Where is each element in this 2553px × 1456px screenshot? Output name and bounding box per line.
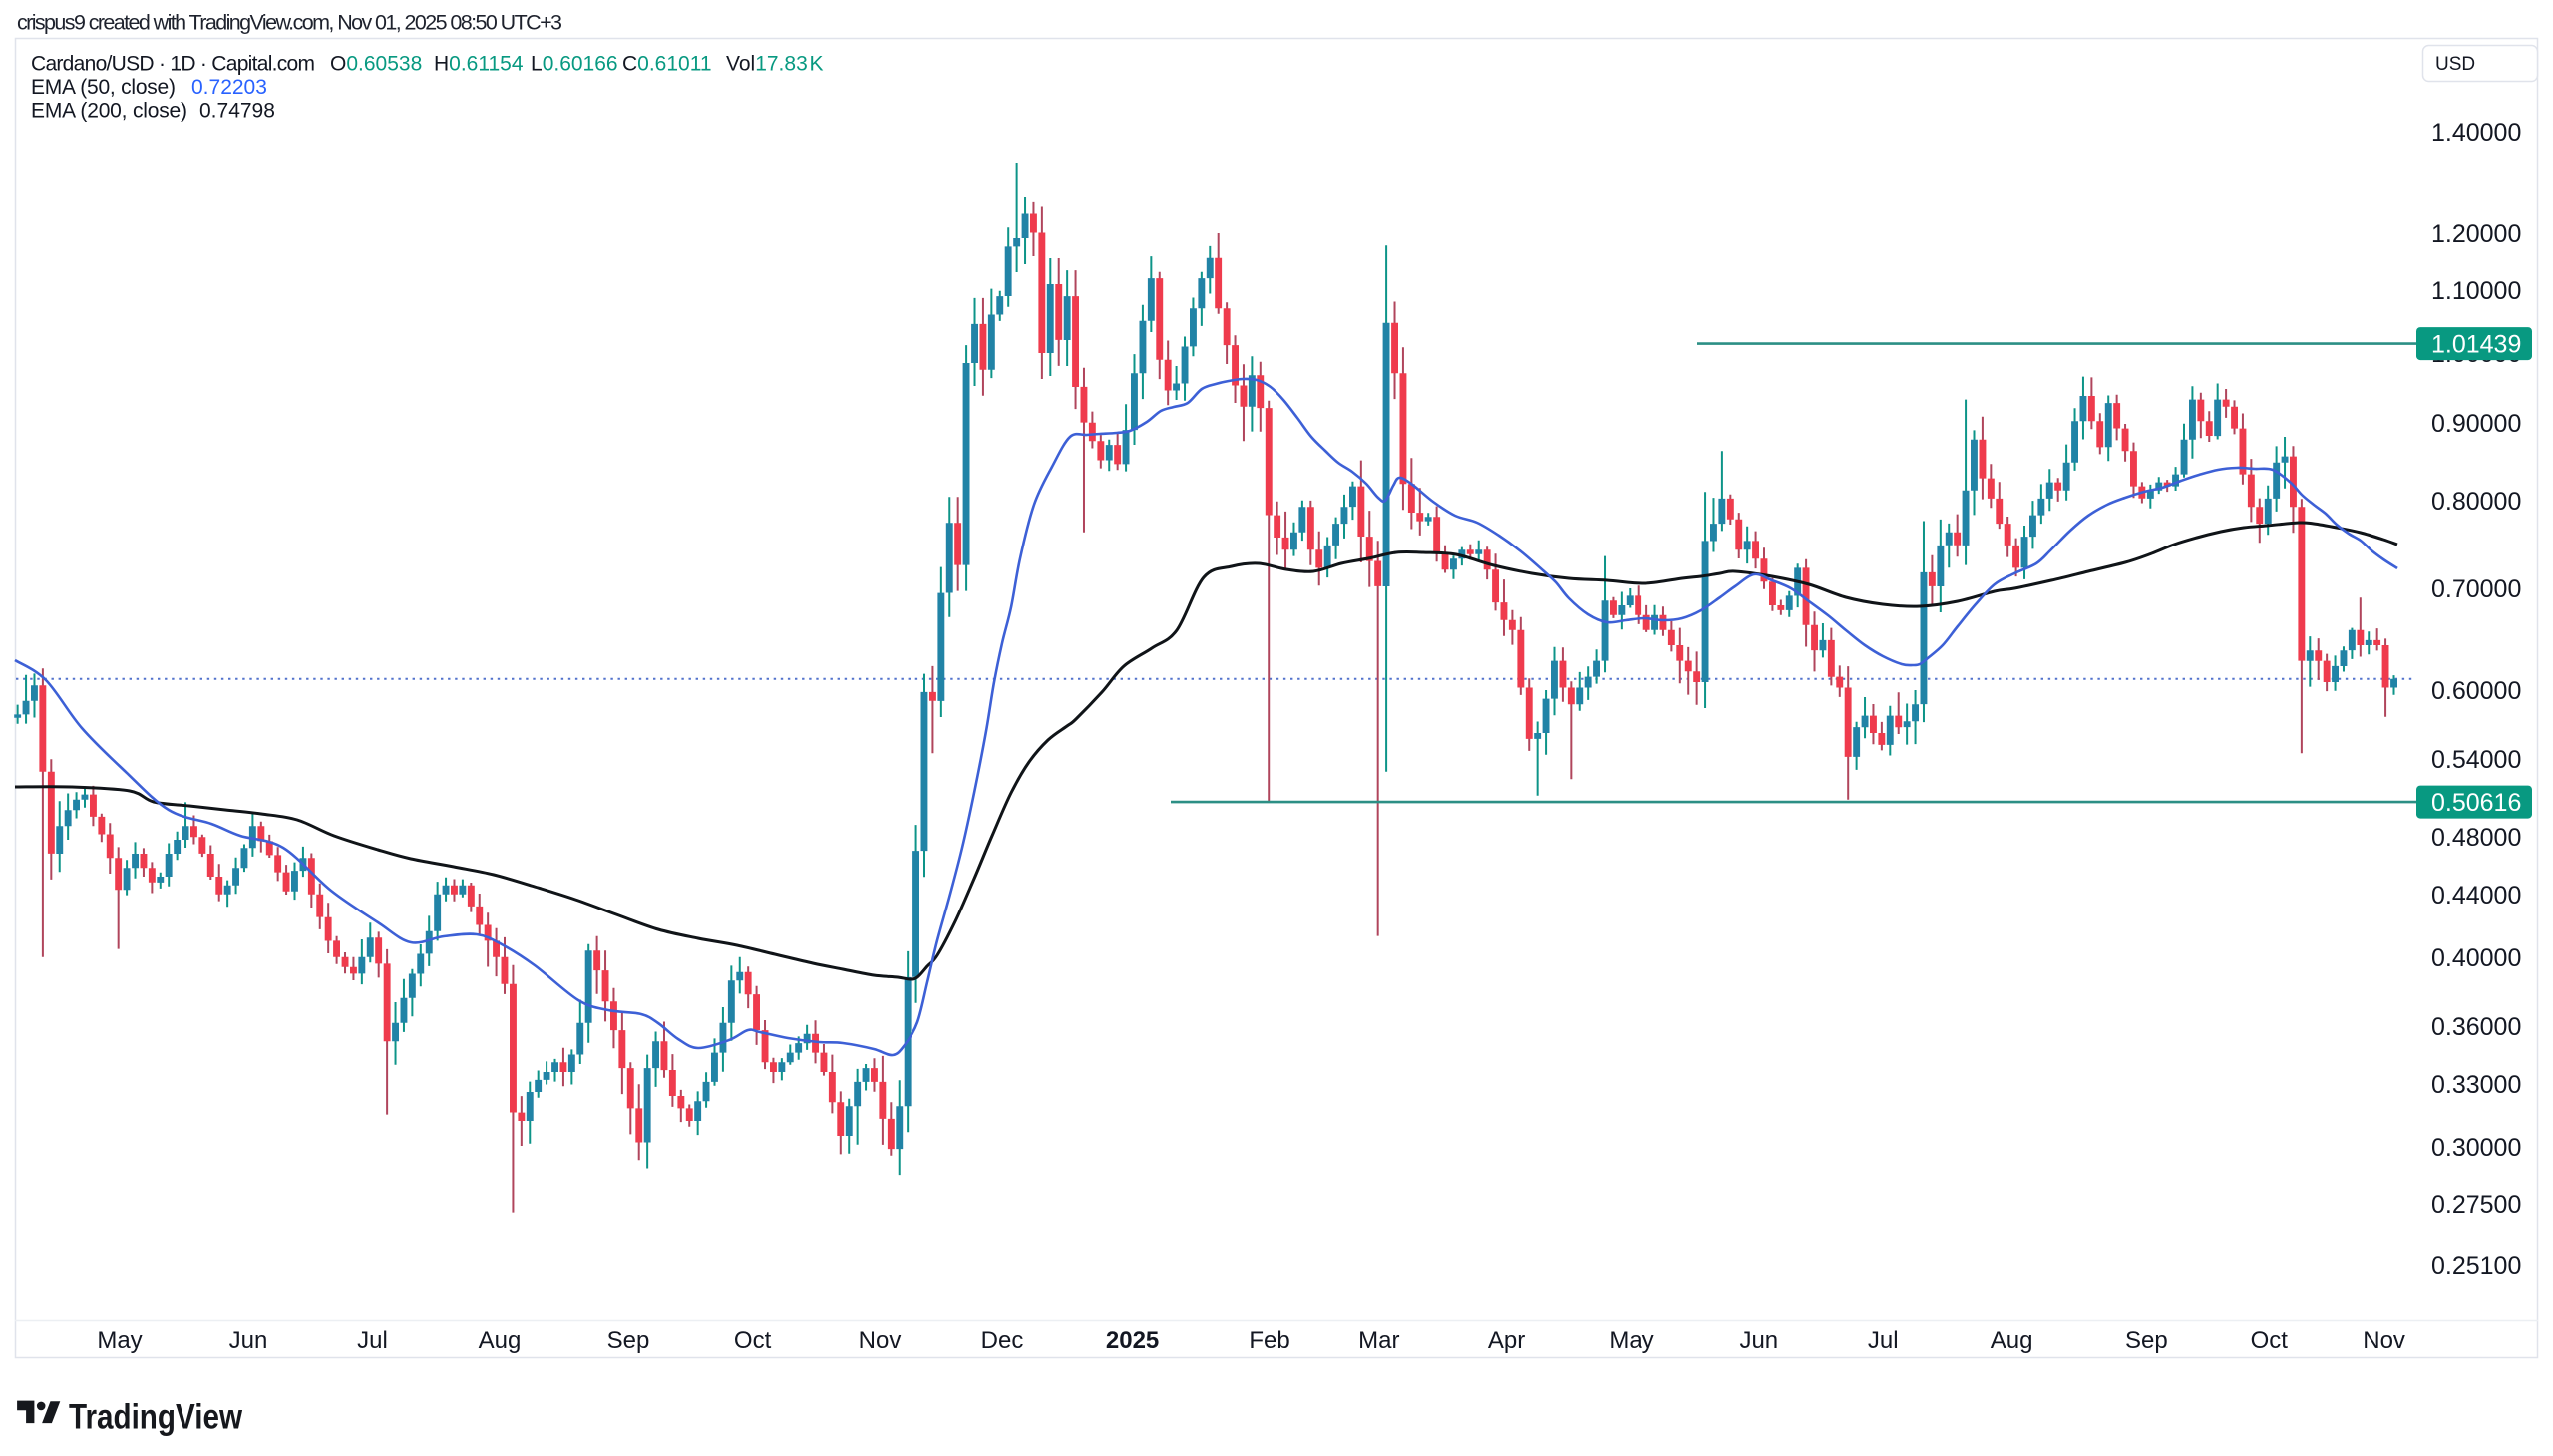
svg-text:Jun: Jun xyxy=(229,1327,268,1354)
svg-text:Jun: Jun xyxy=(1739,1327,1778,1354)
svg-text:Aug: Aug xyxy=(1991,1327,2033,1354)
svg-text:0.70000: 0.70000 xyxy=(2431,575,2521,603)
svg-text:Sep: Sep xyxy=(2125,1327,2168,1354)
svg-text:1.01439: 1.01439 xyxy=(2431,331,2521,359)
svg-text:0.44000: 0.44000 xyxy=(2431,882,2521,910)
svg-text:0.90000: 0.90000 xyxy=(2431,410,2521,438)
svg-text:Sep: Sep xyxy=(607,1327,650,1354)
svg-text:Feb: Feb xyxy=(1249,1327,1289,1354)
svg-text:1.10000: 1.10000 xyxy=(2431,277,2521,305)
svg-text:C0.61011: C0.61011 xyxy=(622,53,712,76)
svg-text:Aug: Aug xyxy=(479,1327,522,1354)
svg-text:Apr: Apr xyxy=(1488,1327,1525,1354)
svg-text:0.30000: 0.30000 xyxy=(2431,1134,2521,1162)
svg-text:1.20000: 1.20000 xyxy=(2431,220,2521,248)
svg-text:2025: 2025 xyxy=(1106,1327,1159,1354)
svg-text:Nov: Nov xyxy=(859,1327,902,1354)
svg-text:Jul: Jul xyxy=(357,1327,388,1354)
svg-text:0.40000: 0.40000 xyxy=(2431,944,2521,972)
svg-text:EMA (200, close): EMA (200, close) xyxy=(31,100,187,123)
svg-text:Oct: Oct xyxy=(734,1327,772,1354)
svg-text:Jul: Jul xyxy=(1868,1327,1899,1354)
svg-text:1.40000: 1.40000 xyxy=(2431,119,2521,147)
svg-text:Vol17.83 K: Vol17.83 K xyxy=(726,53,824,76)
svg-text:H0.61154: H0.61154 xyxy=(434,53,524,76)
svg-text:0.72203: 0.72203 xyxy=(191,76,267,99)
svg-text:May: May xyxy=(1609,1327,1653,1354)
svg-text:0.74798: 0.74798 xyxy=(199,100,275,123)
svg-text:L0.60166: L0.60166 xyxy=(531,53,618,76)
svg-text:Oct: Oct xyxy=(2251,1327,2289,1354)
svg-text:USD: USD xyxy=(2435,54,2475,75)
svg-text:0.33000: 0.33000 xyxy=(2431,1071,2521,1099)
svg-text:Cardano/USD · 1D · Capital.com: Cardano/USD · 1D · Capital.com xyxy=(31,53,315,76)
svg-text:0.60000: 0.60000 xyxy=(2431,677,2521,705)
svg-text:Nov: Nov xyxy=(2363,1327,2405,1354)
svg-text:crispus9 created with TradingV: crispus9 created with TradingView.com, N… xyxy=(17,11,562,35)
svg-text:O0.60538: O0.60538 xyxy=(330,53,422,76)
svg-text:0.36000: 0.36000 xyxy=(2431,1013,2521,1041)
svg-text:EMA (50, close): EMA (50, close) xyxy=(31,76,176,99)
svg-text:0.80000: 0.80000 xyxy=(2431,488,2521,516)
svg-text:Dec: Dec xyxy=(981,1327,1024,1354)
svg-text:Mar: Mar xyxy=(1358,1327,1399,1354)
svg-text:0.48000: 0.48000 xyxy=(2431,824,2521,852)
svg-text:0.27500: 0.27500 xyxy=(2431,1191,2521,1219)
svg-text:0.50616: 0.50616 xyxy=(2431,789,2521,817)
svg-text:TradingView: TradingView xyxy=(69,1398,243,1437)
svg-text:0.54000: 0.54000 xyxy=(2431,746,2521,774)
svg-text:May: May xyxy=(97,1327,142,1354)
svg-text:0.25100: 0.25100 xyxy=(2431,1252,2521,1279)
